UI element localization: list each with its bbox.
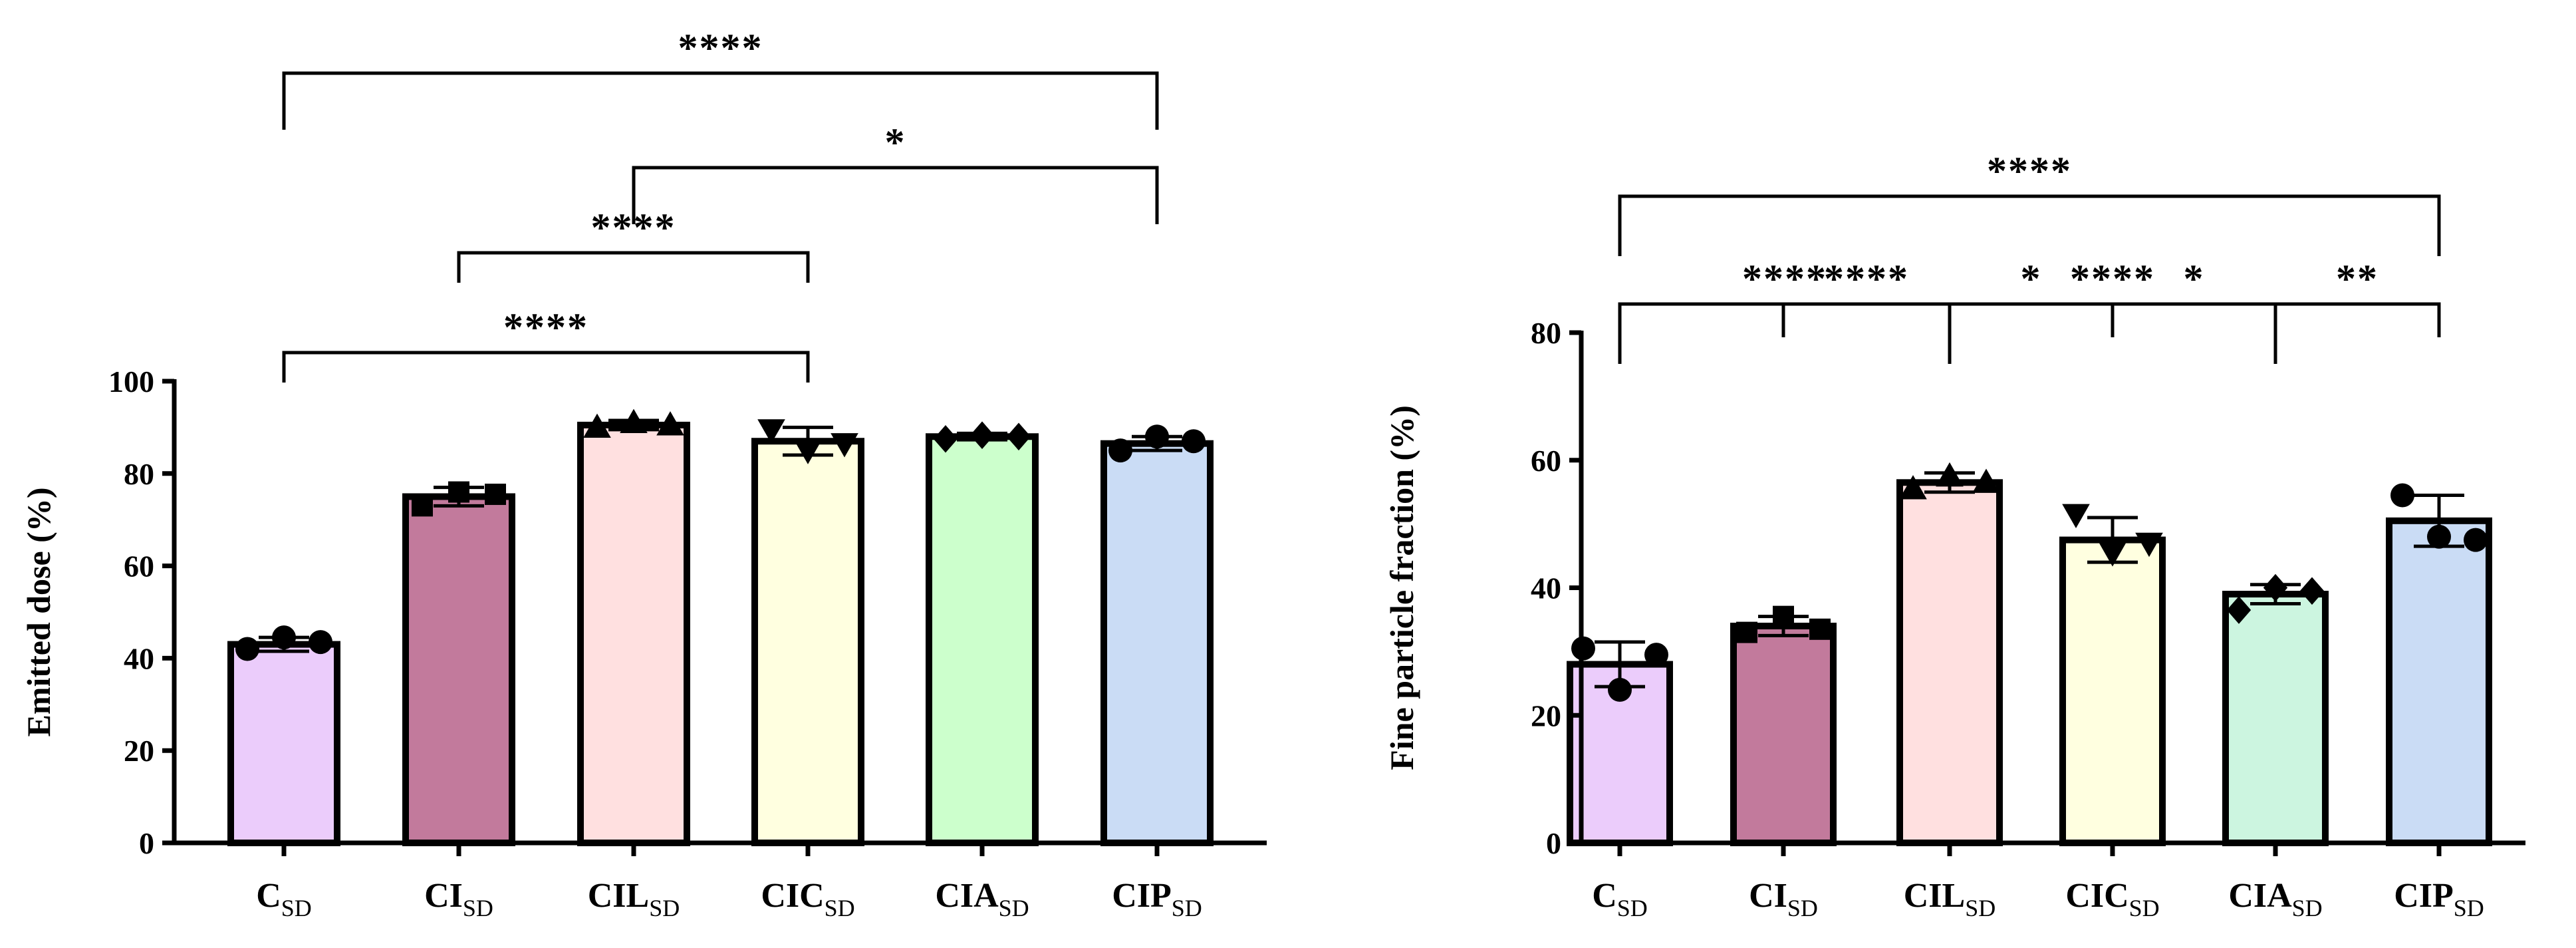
emitted-dose-category-label-3: CICSD xyxy=(761,877,854,921)
fine-particle-fraction-significance-bracket-0: **** xyxy=(1618,149,2441,256)
emitted-dose-significance-label-0: **** xyxy=(678,26,763,70)
fine-particle-fraction-point-4-0 xyxy=(2226,596,2252,624)
emitted-dose-y-tick-label-5: 100 xyxy=(108,365,154,398)
fine-particle-fraction-category-label-3: CICSD xyxy=(2065,877,2159,921)
fine-particle-fraction-y-tick-label-1: 20 xyxy=(1531,699,1561,732)
fine-particle-fraction-significance-bracket-6: ** xyxy=(2273,257,2441,337)
fine-particle-fraction-significance-label-3: **** xyxy=(1824,257,1909,301)
emitted-dose-y-tick-label-2: 40 xyxy=(124,641,154,675)
emitted-dose-point-5-0 xyxy=(1108,438,1132,463)
fine-particle-fraction-point-5-0 xyxy=(2390,483,2414,508)
emitted-dose-significance-bracket-0: **** xyxy=(282,26,1159,130)
emitted-dose-y-tick-label-0: 0 xyxy=(139,826,154,860)
fine-particle-fraction-significance-label-6: ** xyxy=(2336,257,2379,301)
emitted-dose-category-label-5: CIPSD xyxy=(1112,877,1202,921)
emitted-dose-point-1-0 xyxy=(412,495,433,517)
emitted-dose-point-1-2 xyxy=(485,484,506,506)
fine-particle-fraction-bar-5 xyxy=(2386,517,2492,846)
emitted-dose-significance-bracket-2: **** xyxy=(457,206,810,283)
fine-particle-fraction-significance-label-4: * xyxy=(2021,257,2042,301)
emitted-dose-bar-3 xyxy=(751,438,864,846)
emitted-dose-point-2-1 xyxy=(620,408,648,434)
emitted-dose-point-5-1 xyxy=(1145,424,1169,449)
fine-particle-fraction-significance-label-1: **** xyxy=(1742,257,1827,301)
fine-particle-fraction-point-2-2 xyxy=(1972,468,2000,493)
emitted-dose-point-1-1 xyxy=(448,481,469,503)
emitted-dose-bar-4 xyxy=(926,433,1039,846)
emitted-dose-y-tick-label-4: 80 xyxy=(124,457,154,491)
emitted-dose-chart: 0 20 40 60 80 100 CSD CISD CILSD CICSD CIASD CIPSD E… xyxy=(20,26,1267,921)
fine-particle-fraction-point-1-0 xyxy=(1736,621,1757,643)
emitted-dose-significance-label-2: **** xyxy=(591,206,676,249)
emitted-dose-y-tick-label-1: 20 xyxy=(124,734,154,768)
fine-particle-fraction-point-1-2 xyxy=(1809,618,1831,640)
fine-particle-fraction-point-3-2 xyxy=(2135,532,2163,557)
emitted-dose-point-4-0 xyxy=(933,424,958,453)
emitted-dose-significance-bracket-1: * xyxy=(632,120,1159,224)
emitted-dose-significance-bracket-3: **** xyxy=(282,305,810,383)
fine-particle-fraction-y-tick-label-4: 80 xyxy=(1531,316,1561,350)
fine-particle-fraction-significance-label-2: **** xyxy=(2070,257,2155,301)
fine-particle-fraction-category-label-1: CISD xyxy=(1749,877,1818,921)
fine-particle-fraction-point-5-1 xyxy=(2427,524,2451,549)
fine-particle-fraction-category-label-4: CIASD xyxy=(2228,877,2322,921)
emitted-dose-point-3-0 xyxy=(757,419,785,444)
fine-particle-fraction-y-axis-title: Fine particle fraction (%) xyxy=(1383,405,1420,770)
fine-particle-fraction-point-3-0 xyxy=(2062,504,2090,529)
emitted-dose-significance-label-3: **** xyxy=(503,305,588,349)
emitted-dose-y-axis-title: Emitted dose (%) xyxy=(20,488,57,737)
emitted-dose-point-5-2 xyxy=(1182,429,1206,454)
emitted-dose-point-4-2 xyxy=(1006,422,1031,451)
fine-particle-fraction-bar-1 xyxy=(1730,623,1837,847)
fine-particle-fraction-bar-3 xyxy=(2059,536,2166,846)
fine-particle-fraction-point-5-2 xyxy=(2464,528,2488,552)
fine-particle-fraction-bar-4 xyxy=(2222,591,2329,847)
emitted-dose-bar-5 xyxy=(1100,440,1214,846)
fine-particle-fraction-significance-label-0: **** xyxy=(1987,149,2072,193)
emitted-dose-point-3-1 xyxy=(794,440,822,464)
fine-particle-fraction-significance-label-5: * xyxy=(2184,257,2205,301)
fine-particle-fraction-y-tick-label-0: 0 xyxy=(1546,826,1561,860)
emitted-dose-bar-0 xyxy=(227,641,340,847)
fine-particle-fraction-category-label-0: CSD xyxy=(1592,877,1648,921)
fine-particle-fraction-point-0-1 xyxy=(1608,677,1632,702)
emitted-dose-category-label-2: CILSD xyxy=(588,877,680,921)
emitted-dose-category-label-4: CIASD xyxy=(935,877,1029,921)
emitted-dose-point-2-2 xyxy=(656,411,684,436)
fine-particle-fraction-point-0-2 xyxy=(1644,643,1668,667)
emitted-dose-point-0-2 xyxy=(309,630,332,655)
emitted-dose-point-4-1 xyxy=(969,421,995,449)
fine-particle-fraction-point-3-1 xyxy=(2099,542,2126,567)
fine-particle-fraction-point-4-1 xyxy=(2263,573,2288,602)
fine-particle-fraction-category-label-5: CIPSD xyxy=(2394,877,2484,921)
emitted-dose-point-3-2 xyxy=(831,433,858,458)
emitted-dose-bar-1 xyxy=(402,493,515,846)
emitted-dose-category-label-1: CISD xyxy=(424,877,493,921)
emitted-dose-point-0-0 xyxy=(235,637,259,661)
emitted-dose-point-2-0 xyxy=(583,413,611,438)
fine-particle-fraction-y-tick-label-3: 60 xyxy=(1531,444,1561,478)
fine-particle-fraction-point-2-0 xyxy=(1899,475,1927,500)
fine-particle-fraction-point-1-1 xyxy=(1773,605,1794,627)
fine-particle-fraction-point-4-2 xyxy=(2299,577,2325,605)
fine-particle-fraction-category-label-2: CILSD xyxy=(1904,877,1996,921)
fine-particle-fraction-point-2-1 xyxy=(1936,462,1964,487)
emitted-dose-y-tick-label-3: 60 xyxy=(124,550,154,583)
fine-particle-fraction-bar-2 xyxy=(1896,479,2003,846)
emitted-dose-significance-label-1: * xyxy=(885,120,906,164)
emitted-dose-category-label-0: CSD xyxy=(256,877,312,921)
fine-particle-fraction-chart: 0 20 40 60 80 CSD CISD CILSD CICSD CIASD CIPSD Fine… xyxy=(1383,149,2525,921)
emitted-dose-point-0-1 xyxy=(272,625,296,650)
emitted-dose-bar-2 xyxy=(577,421,690,846)
fine-particle-fraction-y-tick-label-2: 40 xyxy=(1531,571,1561,605)
